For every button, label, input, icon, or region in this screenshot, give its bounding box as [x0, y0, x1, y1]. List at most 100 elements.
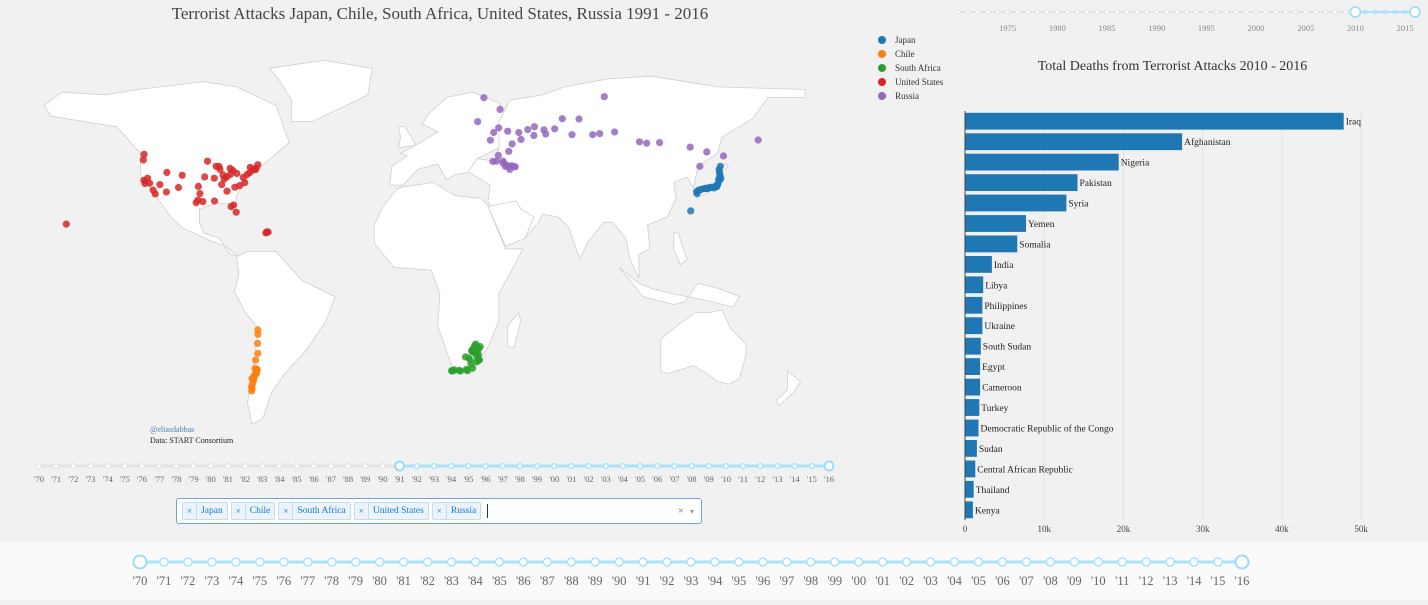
slider-handle-start[interactable] [1349, 6, 1362, 18]
slider-tick-label: 2010 [1347, 23, 1364, 33]
slider-dot [1343, 9, 1348, 15]
slider-handle-end[interactable] [1234, 554, 1250, 570]
slider-dot [138, 462, 146, 470]
country-chip[interactable]: × United States [353, 502, 429, 520]
country-multiselect[interactable]: × Japan × Chile × South Africa × United States ×… [176, 498, 702, 524]
legend-marker-icon [878, 64, 886, 72]
bar-label: Cameroon [982, 384, 1022, 394]
slider-dot [1005, 9, 1011, 15]
attack-point [471, 341, 479, 350]
legend-item[interactable]: Russia [878, 89, 943, 103]
slider-tick-label: '83 [444, 574, 459, 588]
bar-label: Afghanistan [1184, 137, 1231, 148]
land-asia [467, 75, 806, 279]
attack-point [589, 131, 597, 139]
credit-handle[interactable]: @eliasdabbas [150, 425, 195, 434]
attack-point [693, 190, 701, 198]
remove-chip-icon[interactable]: × [355, 503, 369, 519]
clear-all-icon[interactable]: × [677, 505, 684, 517]
series-chile [247, 326, 262, 395]
remove-chip-icon[interactable]: × [433, 503, 447, 519]
slider-dot [995, 9, 1001, 15]
slider-dot [1273, 9, 1279, 15]
slider-tick-label: '92 [412, 474, 422, 484]
map-title: Terrorist Attacks Japan, Chile, South Af… [171, 4, 709, 23]
slider-dot [602, 462, 609, 470]
slider-dot [965, 9, 971, 15]
slider-handle-end[interactable] [1409, 6, 1421, 18]
slider-dot [190, 462, 197, 470]
attack-point [473, 358, 481, 366]
slider-dot [925, 557, 936, 567]
slider-dot [550, 462, 558, 470]
legend-item[interactable]: Japan [878, 33, 943, 47]
slider-tick-label: '74 [228, 574, 244, 588]
attack-point [251, 166, 259, 174]
country-chip[interactable]: × Chile [230, 502, 276, 520]
remove-chip-icon[interactable]: × [279, 503, 294, 519]
slider-tick-label: '75 [252, 574, 267, 588]
attack-point [223, 187, 231, 195]
slider-tick-label: '03 [601, 474, 611, 484]
slider-dot [1233, 9, 1239, 15]
slider-dot [1283, 9, 1289, 15]
bar-label: Kenya [975, 506, 1001, 516]
slider-dot [482, 462, 489, 470]
country-chip[interactable]: × Japan [182, 502, 228, 520]
chip-label: Chile [249, 506, 271, 516]
dropdown-arrow-icon[interactable]: ▾ [689, 506, 694, 516]
slider-dot [1044, 9, 1050, 15]
slider-handle-start[interactable] [394, 460, 406, 472]
slider-handle-end[interactable] [823, 460, 835, 472]
map-year-slider[interactable]: '70 '71 '72 '73 '74 '75 '76 '77 '78 '79 '80 '81 '82 '… [0, 455, 880, 490]
remove-chip-icon[interactable]: × [232, 503, 246, 519]
slider-dot [853, 557, 864, 567]
attack-point [156, 181, 164, 189]
slider-dot [1263, 9, 1269, 15]
bar-label: Nigeria [1121, 159, 1150, 169]
bar [965, 112, 1344, 130]
remove-chip-icon[interactable]: × [183, 503, 198, 519]
slider-tick-label: 1985 [1099, 23, 1116, 33]
legend-label: Chile [895, 49, 915, 59]
slider-tick-label: '92 [660, 574, 675, 588]
slider-tick-label: '80 [206, 474, 216, 484]
slider-tick-label: '08 [687, 474, 697, 484]
slider-tick-label: '71 [51, 474, 61, 484]
top-year-slider[interactable]: 1975 1980 1985 1990 1995 2000 2005 2010 2015 [945, 0, 1428, 40]
attack-point [474, 118, 482, 126]
attack-point [151, 190, 159, 198]
land-indonesia [618, 267, 740, 308]
slider-dot [276, 462, 283, 470]
slider-dot [705, 462, 713, 470]
legend-item[interactable]: Chile [878, 47, 943, 61]
slider-dot [782, 557, 792, 567]
legend-item[interactable]: South Africa [878, 61, 943, 75]
legend-item[interactable]: United States [878, 75, 943, 89]
slider-tick-label: '95 [732, 574, 747, 588]
legend-marker-icon [878, 50, 886, 58]
slider-dot [278, 557, 289, 567]
slider-tick-label: '81 [396, 574, 411, 588]
slider-tick-label: '15 [1211, 574, 1226, 588]
deaths-bar-chart[interactable]: 0 10k 20k 30k 40k 50k Iraq Afghanistan Nigeria Pa… [955, 100, 1425, 540]
bar [965, 399, 980, 416]
slider-dot [446, 557, 457, 567]
slider-dot [1165, 557, 1175, 567]
slider-tick-label: 1975 [999, 23, 1016, 33]
slider-handle-start[interactable] [132, 554, 148, 570]
text-cursor [487, 504, 489, 518]
country-chip[interactable]: × South Africa [278, 502, 351, 520]
attack-point [489, 157, 497, 166]
slider-tick-label: '11 [1115, 574, 1129, 588]
legend-label: Japan [895, 35, 916, 45]
bottom-year-slider[interactable]: '70 '71 '72 '73 '74 '75 '76 '77 '78 '79 '80 '81 '82 '… [0, 542, 1428, 600]
world-map[interactable] [0, 0, 960, 470]
slider-tick-label: '76 [137, 474, 147, 484]
slider-dot [1141, 557, 1151, 567]
attack-point [490, 128, 498, 137]
slider-dot [516, 462, 524, 470]
attack-point [703, 148, 711, 156]
attack-point [212, 162, 220, 170]
country-chip[interactable]: × Russia [431, 502, 482, 520]
